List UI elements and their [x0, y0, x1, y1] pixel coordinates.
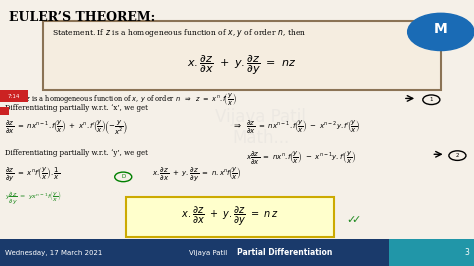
Text: EULER’S THEOREM:: EULER’S THEOREM:	[9, 11, 156, 24]
FancyBboxPatch shape	[0, 90, 28, 102]
Text: Differentiating partially w.r.t. ‘y’, we get: Differentiating partially w.r.t. ‘y’, we…	[5, 149, 147, 157]
FancyBboxPatch shape	[0, 107, 9, 115]
Text: 3: 3	[465, 248, 469, 257]
Text: Wednesday, 17 March 2021: Wednesday, 17 March 2021	[5, 250, 102, 256]
FancyBboxPatch shape	[0, 239, 474, 266]
Text: $\checkmark\!\!\checkmark$: $\checkmark\!\!\checkmark$	[346, 214, 361, 225]
FancyBboxPatch shape	[389, 239, 474, 266]
Text: $\Rightarrow$: $\Rightarrow$	[232, 121, 242, 129]
Text: Statement. If $z$ is a homogeneous function of $x$, $y$ of order $n$, then: Statement. If $z$ is a homogeneous funct…	[52, 27, 306, 39]
Text: Vijaya Patil
Math...: Vijaya Patil Math...	[215, 108, 306, 147]
Text: Differentiating partially w.r.t. ‘x’, we get: Differentiating partially w.r.t. ‘x’, we…	[5, 104, 147, 112]
Text: 1: 1	[429, 97, 433, 102]
Text: 7:14: 7:14	[8, 94, 20, 99]
Text: $x\dfrac{\partial z}{\partial x}\ =\ nx^n.f\!\left(\dfrac{y}{x}\right)\ -\ x^{n-: $x\dfrac{\partial z}{\partial x}\ =\ nx^…	[246, 149, 356, 166]
Text: $x.\dfrac{\partial z}{\partial x}\ +\ y.\dfrac{\partial z}{\partial y}\ =\ nz$: $x.\dfrac{\partial z}{\partial x}\ +\ y.…	[187, 54, 296, 77]
Text: $\dfrac{\partial z}{\partial y}\ =\ x^n f^{\prime}\!\left(\dfrac{y}{x}\right).\d: $\dfrac{\partial z}{\partial y}\ =\ x^n …	[5, 165, 60, 183]
Text: D: D	[121, 174, 125, 179]
Text: M: M	[434, 22, 448, 36]
Text: $\dfrac{\partial z}{\partial x}\ =\ nx^{n-1}.f\!\left(\dfrac{y}{x}\right)\ +\ x^: $\dfrac{\partial z}{\partial x}\ =\ nx^{…	[5, 118, 128, 137]
Text: $x.\dfrac{\partial z}{\partial x}\ +\ y.\dfrac{\partial z}{\partial y}\ =\ n.x^n: $x.\dfrac{\partial z}{\partial x}\ +\ y.…	[152, 165, 241, 183]
Text: $y\dfrac{\partial z}{\partial y}\ =\ yx^{n-1}f^{\prime}\!\left(\dfrac{y}{x}\righ: $y\dfrac{\partial z}{\partial y}\ =\ yx^…	[5, 189, 61, 206]
FancyBboxPatch shape	[43, 21, 441, 90]
Text: Partial Differentiation: Partial Differentiation	[237, 248, 332, 257]
Circle shape	[408, 13, 474, 51]
Text: 2: 2	[456, 153, 459, 158]
Text: Vijaya Patil: Vijaya Patil	[189, 250, 228, 256]
Text: Since $z$ is a homogeneous function of $x$, $y$ of order $n$  $\Rightarrow$  $z\: Since $z$ is a homogeneous function of $…	[5, 92, 237, 108]
Text: $\dfrac{\partial z}{\partial x}\ =\ nx^{n-1}.f\!\left(\dfrac{y}{x}\right)\ -\ x^: $\dfrac{\partial z}{\partial x}\ =\ nx^{…	[246, 118, 361, 135]
Text: $x.\dfrac{\partial z}{\partial x}\ +\ y.\dfrac{\partial z}{\partial y}\ =\ n\,z$: $x.\dfrac{\partial z}{\partial x}\ +\ y.…	[181, 205, 279, 228]
FancyBboxPatch shape	[126, 197, 334, 237]
